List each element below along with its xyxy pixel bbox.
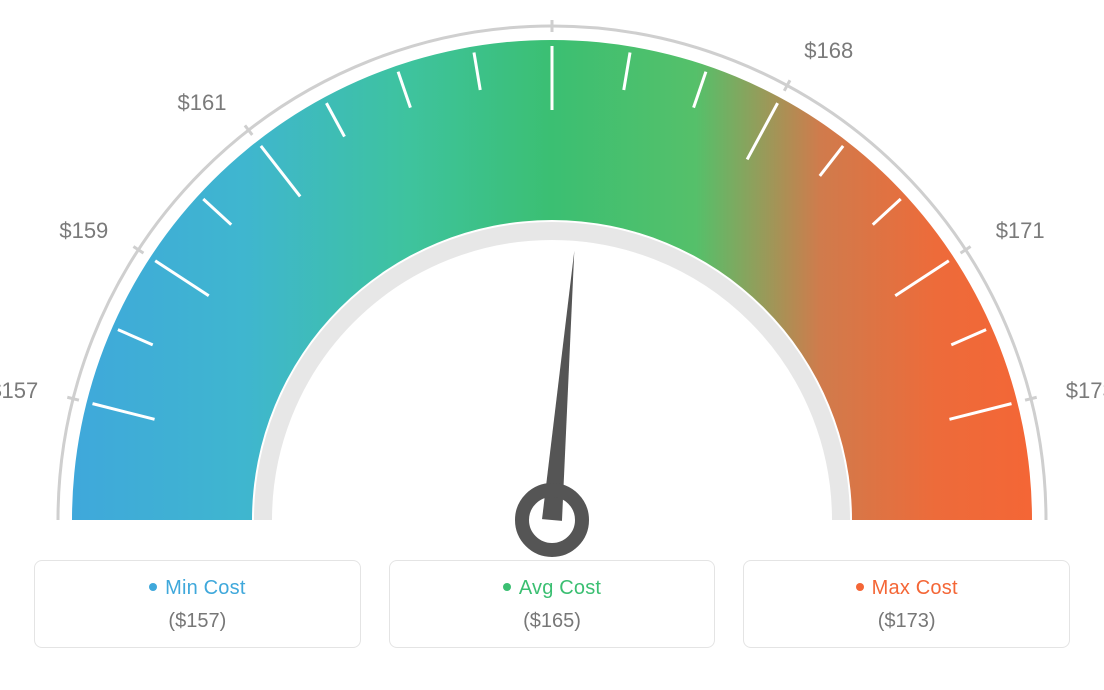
legend-value-avg: ($165): [402, 610, 703, 633]
legend-value-max: ($173): [756, 610, 1057, 633]
legend-card-min: Min Cost ($157): [34, 560, 361, 648]
legend-title-avg: Avg Cost: [402, 577, 703, 600]
legend-label-avg: Avg Cost: [519, 577, 601, 599]
legend-dot-max: [856, 583, 864, 591]
svg-text:$173: $173: [1066, 378, 1104, 403]
gauge-svg: $157$159$161$165$168$171$173: [0, 0, 1104, 560]
svg-text:$168: $168: [804, 38, 853, 63]
svg-text:$159: $159: [59, 218, 108, 243]
legend-title-min: Min Cost: [47, 577, 348, 600]
legend-label-max: Max Cost: [872, 577, 958, 599]
svg-text:$161: $161: [178, 90, 227, 115]
legend-dot-avg: [503, 583, 511, 591]
legend-card-avg: Avg Cost ($165): [389, 560, 716, 648]
legend-label-min: Min Cost: [165, 577, 246, 599]
gauge-chart: $157$159$161$165$168$171$173: [0, 0, 1104, 560]
legend-dot-min: [149, 583, 157, 591]
svg-text:$157: $157: [0, 378, 38, 403]
legend-card-max: Max Cost ($173): [743, 560, 1070, 648]
legend-row: Min Cost ($157) Avg Cost ($165) Max Cost…: [0, 560, 1104, 672]
legend-title-max: Max Cost: [756, 577, 1057, 600]
svg-text:$171: $171: [996, 218, 1045, 243]
legend-value-min: ($157): [47, 610, 348, 633]
